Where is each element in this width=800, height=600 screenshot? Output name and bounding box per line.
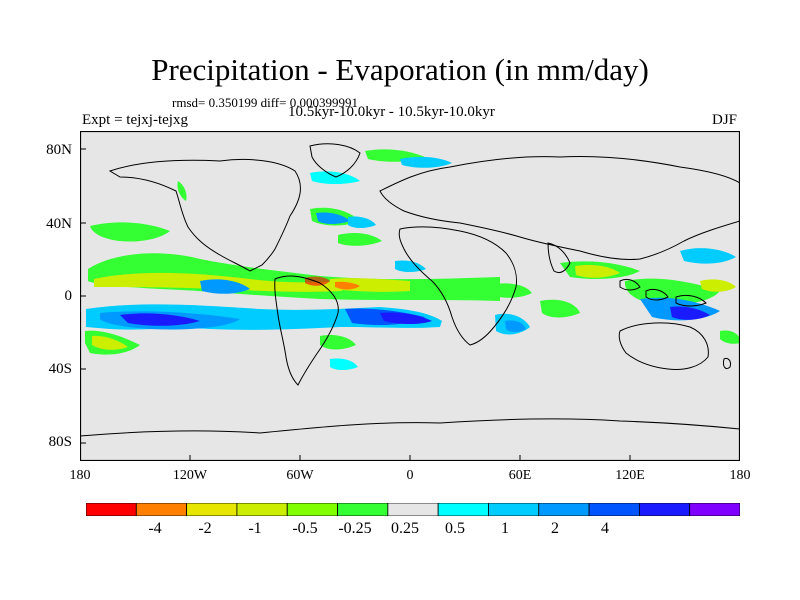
colorbar-swatch bbox=[186, 503, 238, 516]
lat-label-40s: 40S bbox=[48, 361, 72, 377]
colorbar-swatch bbox=[337, 503, 389, 516]
colorbar-swatch bbox=[638, 503, 691, 516]
colorbar-swatch bbox=[387, 503, 439, 516]
lat-label-80n: 80N bbox=[46, 142, 72, 158]
colorbar-swatch bbox=[135, 503, 188, 516]
colorbar-label: 0.25 bbox=[391, 520, 419, 537]
field-shading bbox=[85, 149, 740, 370]
colorbar-swatch bbox=[437, 503, 489, 516]
plot-title: Precipitation - Evaporation (in mm/day) bbox=[151, 52, 649, 87]
colorbar-label: -4 bbox=[148, 520, 162, 537]
stats-text: rmsd= 0.350199 diff= 0.000399991 bbox=[172, 95, 358, 110]
lon-label-120e: 120E bbox=[615, 468, 645, 483]
season-label: DJF bbox=[712, 112, 738, 128]
lon-label-180w: 180 bbox=[69, 468, 91, 483]
lon-label-120w: 120W bbox=[172, 468, 208, 483]
colorbar-label: 0.5 bbox=[445, 520, 465, 537]
colorbar-label: 2 bbox=[551, 520, 559, 537]
colorbar-swatch bbox=[86, 503, 137, 516]
colorbar-label: 4 bbox=[601, 520, 609, 537]
coastlines bbox=[80, 143, 740, 437]
lon-label-180e: 180 bbox=[729, 468, 751, 483]
colorbar-swatch bbox=[286, 503, 338, 516]
colorbar-label: -0.5 bbox=[292, 520, 318, 537]
colorbar-swatch bbox=[588, 503, 640, 516]
colorbar-swatch bbox=[538, 503, 590, 516]
colorbar-label: -0.25 bbox=[338, 520, 372, 537]
colorbar-swatch bbox=[236, 503, 288, 516]
period-label: 10.5kyr-10.0kyr - 10.5kyr-10.0kyr bbox=[288, 104, 495, 120]
lon-label-60w: 60W bbox=[286, 468, 314, 483]
precip-evap-map bbox=[80, 131, 740, 461]
experiment-label: Expt = tejxj-tejxg bbox=[82, 112, 188, 128]
colorbar-swatch bbox=[689, 503, 740, 516]
colorbar-label: 1 bbox=[501, 520, 509, 537]
axis-ticks bbox=[80, 148, 631, 461]
lon-label-0: 0 bbox=[406, 468, 414, 483]
colorbar-label: -2 bbox=[198, 520, 212, 537]
lat-label-40n: 40N bbox=[46, 216, 72, 232]
colorbar-label: -1 bbox=[248, 520, 262, 537]
lon-label-60e: 60E bbox=[508, 468, 532, 483]
lat-label-eq: 0 bbox=[64, 288, 73, 304]
colorbar bbox=[86, 503, 740, 516]
colorbar-swatch bbox=[488, 503, 540, 516]
lat-label-80s: 80S bbox=[48, 434, 72, 450]
